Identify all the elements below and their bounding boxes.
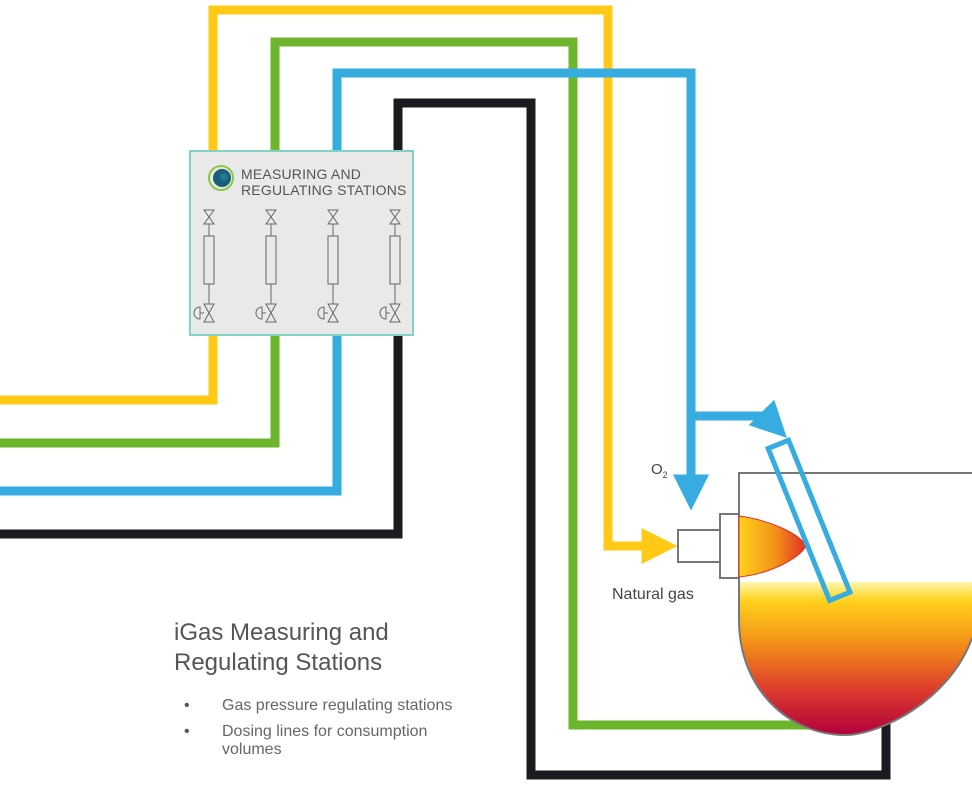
flow-meter-icon <box>203 235 215 285</box>
feature-list: Gas pressure regulating stations Dosing … <box>184 697 474 767</box>
info-heading-line1: iGas Measuring and <box>174 619 389 646</box>
station-title: MEASURING AND REGULATING STATIONS <box>241 166 411 198</box>
station-title-line2: REGULATING STATIONS <box>241 182 407 198</box>
oxygen-label-text: O <box>651 461 663 478</box>
burner-body <box>677 529 721 563</box>
natural-gas-pipe <box>0 5 678 564</box>
oxygen-lance <box>764 436 854 604</box>
furnace-melt <box>739 582 972 735</box>
manual-valve-icon <box>203 209 215 225</box>
igas-logo-icon <box>208 165 234 191</box>
valve-train-4 <box>379 209 401 323</box>
oxygen-label-subscript: 2 <box>662 470 668 480</box>
valve-array <box>193 209 401 323</box>
oxygen-lance-pipe <box>691 399 787 438</box>
black-pipe <box>0 98 904 780</box>
info-heading: iGas Measuring and Regulating Stations <box>174 618 474 678</box>
measuring-station-panel: MEASURING AND REGULATING STATIONS <box>189 150 414 336</box>
valve-train-2 <box>255 209 277 323</box>
burner-flame <box>738 515 807 578</box>
list-item: Dosing lines for consumption volumes <box>184 723 474 759</box>
station-title-line1: MEASURING AND <box>241 166 362 182</box>
valve-train-3 <box>317 209 339 323</box>
oxygen-pipe <box>0 68 709 511</box>
control-valve-icon <box>203 303 215 323</box>
oxygen-label: O2 <box>651 461 668 480</box>
info-heading-line2: Regulating Stations <box>174 649 383 676</box>
list-item: Gas pressure regulating stations <box>184 697 474 715</box>
natural-gas-label: Natural gas <box>612 586 694 603</box>
burner-nozzle <box>719 513 740 579</box>
valve-train-1 <box>193 209 215 323</box>
